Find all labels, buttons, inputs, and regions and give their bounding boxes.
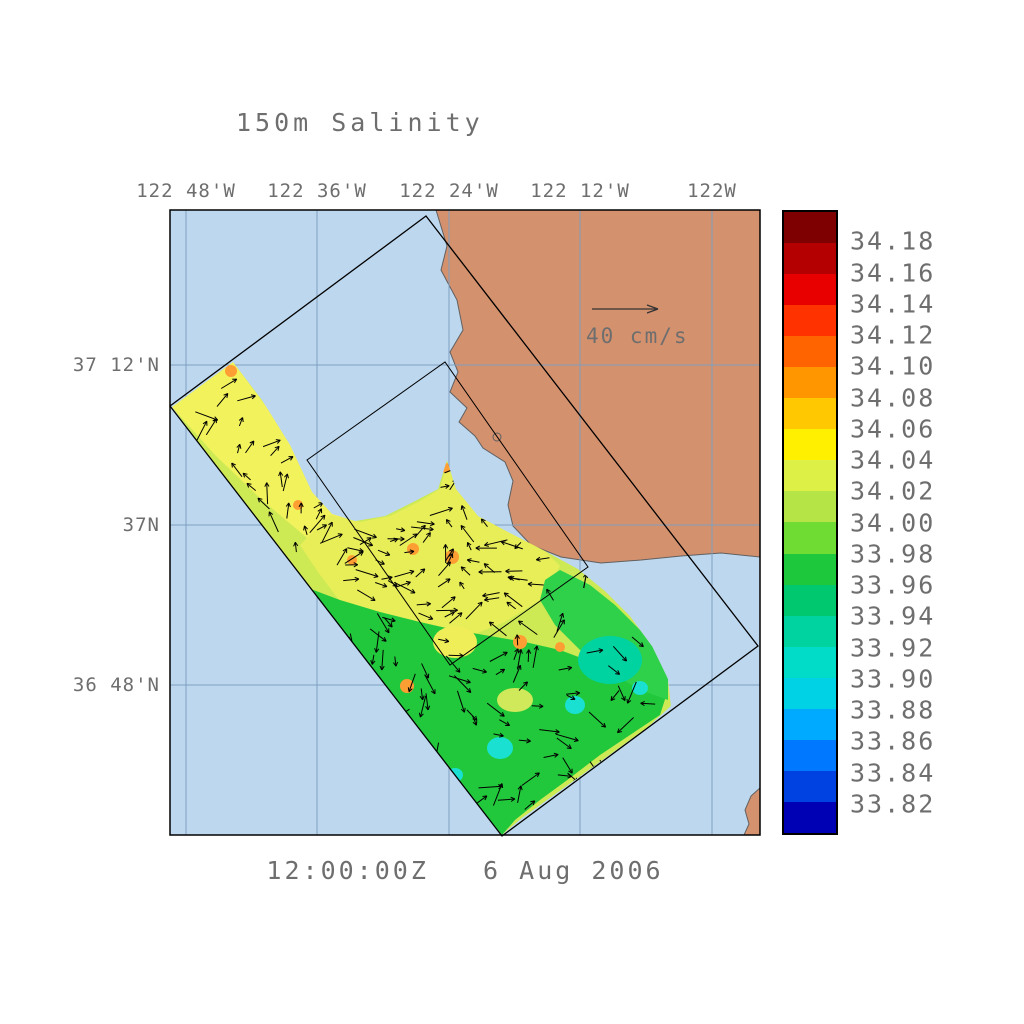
field-green-lower: [300, 585, 668, 835]
outer-model-domain-outline: [169, 215, 759, 837]
colorbar-band: [784, 429, 836, 461]
colorbar-band: [784, 243, 836, 275]
colorbar-band: [784, 677, 836, 709]
longitude-tick-label: 122 48'W: [136, 180, 236, 202]
field-orange-spot: [293, 500, 303, 510]
colorbar-label: 34.14: [850, 289, 936, 319]
land-group: [435, 210, 760, 835]
colorbar-band: [784, 801, 836, 833]
colorbar-band: [784, 739, 836, 771]
field-orange-spot: [400, 679, 414, 693]
colorbar-label: 33.94: [850, 601, 936, 631]
colorbar-label: 34.12: [850, 320, 936, 350]
timestamp-label: 12:00:00Z 6 Aug 2006: [266, 856, 664, 885]
latitude-tick-label: 36 48'N: [72, 674, 160, 696]
longitude-tick-label: 122 12'W: [530, 180, 630, 202]
field-orange-spot: [513, 635, 527, 649]
field-yellow-spot: [433, 626, 477, 658]
colorbar-band: [784, 367, 836, 399]
colorbar-label: 33.92: [850, 633, 936, 662]
colorbar-label: 33.84: [850, 758, 936, 787]
colorbar-label: 34.16: [850, 258, 936, 287]
colorbar-band: [784, 398, 836, 430]
colorbar-label: 33.82: [850, 789, 936, 819]
colorbar-band: [784, 491, 836, 523]
colorbar-band: [784, 336, 836, 368]
california-coast-land: [435, 210, 760, 564]
field-yellow-band: [172, 362, 348, 542]
colorbar-label: 33.88: [850, 695, 936, 725]
colorbar-label: 34.18: [850, 226, 936, 256]
colorbar-band: [784, 584, 836, 616]
current-vector-arrows: [195, 378, 656, 810]
map-frame: [169, 209, 761, 836]
colorbar-band: [784, 770, 836, 802]
field-yellowgreen-spot: [497, 688, 533, 712]
longitude-tick-label: 122W: [687, 180, 737, 202]
field-cyan-spot: [565, 696, 585, 714]
inner-model-domain-outline: [306, 361, 589, 666]
field-orange-spot: [445, 550, 459, 564]
colorbar-label: 34.08: [850, 383, 936, 412]
colorbar-band: [784, 708, 836, 740]
field-orange-spot: [407, 543, 419, 555]
plot-title: 150m Salinity: [236, 108, 484, 137]
longitude-tick-label: 122 36'W: [267, 180, 367, 202]
colorbar-label: 34.10: [850, 351, 936, 381]
colorbar-band: [784, 522, 836, 554]
colorbar-band: [784, 646, 836, 678]
latitude-tick-label: 37 12'N: [72, 354, 160, 376]
field-orange-spot: [225, 365, 237, 377]
colorbar-band: [784, 460, 836, 492]
colorbar-label: 34.00: [850, 508, 936, 537]
vector-scale-label: 40 cm/s: [586, 324, 689, 348]
field-cyan-spot: [487, 737, 513, 759]
colorbar-label: 34.06: [850, 414, 936, 444]
colorbar-band: [784, 553, 836, 585]
colorbar-label: 34.04: [850, 445, 936, 475]
field-cyan-spot: [632, 681, 648, 695]
colorbar-band: [784, 615, 836, 647]
colorbar: [782, 210, 838, 835]
bottom-right-land: [743, 787, 760, 835]
latitude-tick-label: 37N: [122, 514, 160, 536]
colorbar-label: 33.90: [850, 664, 936, 694]
colorbar-band: [784, 274, 836, 306]
colorbar-band: [784, 212, 836, 244]
longitude-tick-label: 122 24'W: [399, 180, 499, 202]
colorbar-label: 33.86: [850, 726, 936, 756]
colorbar-band: [784, 305, 836, 337]
colorbar-label: 34.02: [850, 476, 936, 506]
colorbar-label: 33.96: [850, 570, 936, 600]
field-orange-spot: [555, 642, 565, 652]
colorbar-label: 33.98: [850, 539, 936, 569]
vector-scale-arrow: [592, 304, 659, 314]
field-teal-patch: [578, 636, 642, 684]
